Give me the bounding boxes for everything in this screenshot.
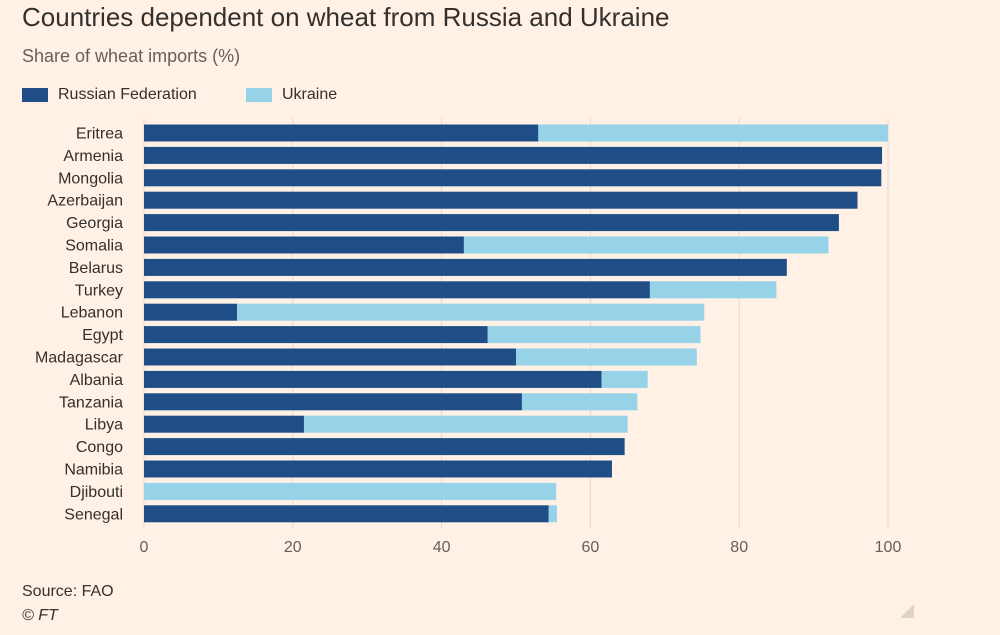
category-label-eritrea: Eritrea [76, 126, 123, 143]
category-label-namibia: Namibia [64, 462, 123, 479]
source-note: Source: FAO [22, 583, 114, 600]
category-label-turkey: Turkey [75, 282, 123, 299]
copyright-credit: © FT [22, 607, 58, 624]
bar-albania-russia [144, 370, 602, 388]
category-label-djibouti: Djibouti [70, 484, 123, 501]
x-tick-label-40: 40 [433, 539, 451, 556]
gridlines [143, 118, 889, 528]
bar-albania-ukraine [601, 370, 648, 388]
bar-somalia-ukraine [463, 236, 829, 254]
resize-handle-icon [900, 604, 914, 618]
legend-item-russia: Russian Federation [22, 86, 197, 104]
legend-swatch-russia [22, 88, 48, 102]
bar-egypt-ukraine [487, 326, 701, 344]
x-tick-label-0: 0 [140, 539, 149, 556]
bar-somalia-russia [144, 236, 464, 254]
category-label-somalia: Somalia [65, 238, 123, 255]
category-label-albania: Albania [70, 372, 123, 389]
category-label-georgia: Georgia [66, 215, 123, 232]
bar-congo-russia [144, 438, 625, 456]
category-label-egypt: Egypt [82, 327, 123, 344]
category-label-azerbaijan: Azerbaijan [47, 193, 123, 210]
x-axis-tick-labels: 0 20 40 60 80 100 [140, 539, 902, 556]
category-label-congo: Congo [76, 439, 123, 456]
legend-swatch-ukraine [246, 88, 272, 102]
bar-lebanon-russia [144, 303, 237, 321]
category-label-madagascar: Madagascar [35, 350, 124, 367]
bar-armenia-russia [144, 146, 883, 164]
bar-azerbaijan-russia [144, 191, 858, 209]
bar-namibia-russia [144, 460, 612, 478]
bar-eritrea-russia [144, 124, 539, 142]
category-label-libya: Libya [85, 417, 123, 434]
legend-item-ukraine: Ukraine [246, 86, 337, 104]
bar-turkey-russia [144, 281, 650, 299]
bar-madagascar-ukraine [516, 348, 697, 366]
bar-lebanon-ukraine [237, 303, 705, 321]
legend-label-ukraine: Ukraine [282, 86, 338, 103]
category-label-lebanon: Lebanon [61, 305, 123, 322]
category-label-tanzania: Tanzania [59, 394, 123, 411]
category-label-mongolia: Mongolia [58, 170, 123, 187]
bar-djibouti-ukraine [144, 482, 557, 500]
x-tick-label-80: 80 [730, 539, 748, 556]
bar-senegal-russia [144, 505, 549, 523]
legend-label-russia: Russian Federation [58, 86, 197, 103]
chart-title: Countries dependent on wheat from Russia… [22, 2, 670, 32]
category-label-belarus: Belarus [69, 260, 123, 277]
bar-egypt-russia [144, 326, 488, 344]
category-label-armenia: Armenia [63, 148, 123, 165]
bar-eritrea-ukraine [538, 124, 888, 142]
bar-belarus-russia [144, 258, 787, 276]
bar-tanzania-ukraine [521, 393, 638, 411]
bar-mongolia-russia [144, 169, 882, 187]
x-tick-label-60: 60 [582, 539, 600, 556]
bar-madagascar-russia [144, 348, 516, 366]
x-tick-label-100: 100 [875, 539, 902, 556]
category-label-senegal: Senegal [64, 506, 123, 523]
bars [144, 124, 888, 523]
bar-turkey-ukraine [649, 281, 777, 299]
bar-libya-ukraine [303, 415, 628, 433]
bar-senegal-ukraine [548, 505, 557, 523]
bar-libya-russia [144, 415, 304, 433]
bar-tanzania-russia [144, 393, 522, 411]
x-tick-label-20: 20 [284, 539, 302, 556]
bar-georgia-russia [144, 214, 839, 232]
category-labels: Eritrea Armenia Mongolia Azerbaijan Georgia S… [35, 126, 124, 524]
chart-subtitle: Share of wheat imports (%) [22, 46, 241, 66]
